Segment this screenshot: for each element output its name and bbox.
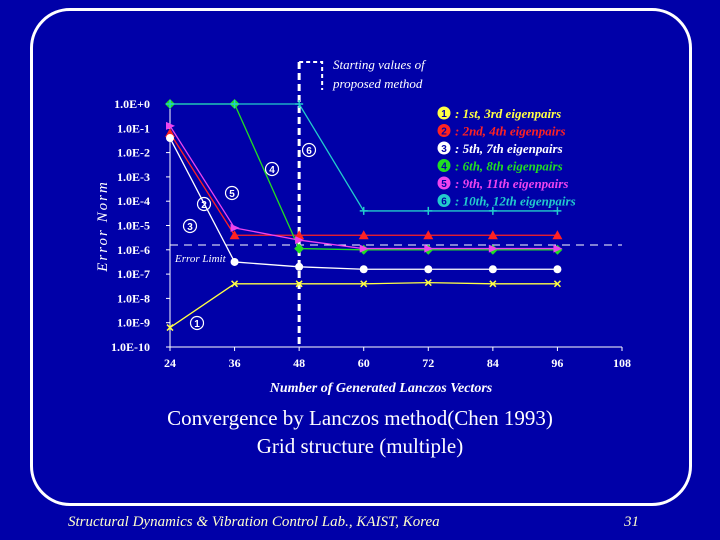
curve-label-3: 3: [187, 222, 193, 233]
curve-label-circle-1: [189, 315, 205, 331]
y-tick-label: 1.0E-10: [111, 340, 150, 354]
series-point-2: [358, 230, 369, 240]
annotation-line-1: Starting values of: [333, 57, 427, 72]
series-point-3: [488, 265, 497, 274]
legend-entry: : 5th, 7th eigenpairs: [455, 141, 563, 156]
y-tick-label: 1.0E-1: [117, 121, 150, 135]
series-point-2: [552, 230, 563, 240]
legend-marker-number: 3: [441, 144, 447, 155]
legend-marker-number: 4: [441, 162, 447, 173]
curve-label-circle-6: [301, 142, 317, 158]
series-point-3: [166, 134, 174, 143]
legend-marker-4: [437, 159, 451, 172]
series-point-1: [295, 280, 303, 288]
series-point-1: [360, 280, 368, 288]
legend-entry: : 6th, 8th eigenpairs: [455, 159, 563, 174]
curve-label-circle-2: [196, 196, 212, 212]
footer-lab-name: Structural Dynamics & Vibration Control …: [68, 514, 440, 530]
series-point-6: [553, 206, 562, 215]
curve-label-2: 2: [201, 200, 207, 211]
series-point-2: [423, 230, 434, 240]
y-axis-label: Error Norm: [95, 180, 111, 273]
series-point-2: [487, 230, 498, 240]
y-tick-label: 1.0E-8: [117, 291, 150, 305]
series-point-5: [424, 244, 434, 253]
caption-subtitle: Grid structure (multiple): [256, 434, 464, 458]
page-number: 31: [624, 514, 639, 530]
series-point-5: [488, 244, 498, 253]
series-point-5: [230, 223, 240, 232]
legend-marker-2: [437, 124, 451, 137]
legend-marker-6: [437, 194, 451, 207]
curve-label-circle-4: [264, 161, 280, 177]
y-tick-label: 1.0E-7: [117, 267, 150, 281]
series-point-1: [489, 280, 497, 288]
slide-frame: [30, 8, 692, 506]
legend-entry: : 9th, 11th eigenpairs: [455, 176, 568, 191]
y-tick-label: 1.0E+0: [114, 97, 150, 111]
curve-label-6: 6: [306, 146, 312, 157]
series-point-6: [230, 100, 239, 108]
caption-title: Convergence by Lanczos method(Chen 1993): [167, 406, 553, 430]
legend-marker-number: 6: [441, 197, 447, 208]
x-tick-label: 96: [551, 356, 563, 370]
series-point-6: [295, 100, 304, 108]
series-point-3: [295, 262, 304, 271]
series-point-3: [230, 257, 239, 266]
legend-marker-3: [437, 141, 451, 155]
y-tick-label: 1.0E-3: [117, 170, 150, 184]
error-limit-label: Error Limit: [174, 253, 227, 265]
curve-label-1: 1: [194, 319, 200, 330]
series-point-4: [294, 243, 305, 254]
y-tick-label: 1.0E-5: [117, 219, 150, 233]
legend-marker-5: [437, 176, 451, 190]
y-tick-label: 1.0E-4: [117, 194, 150, 208]
series-point-5: [553, 244, 563, 253]
starting-values-bracket: [299, 61, 324, 90]
x-tick-label: 72: [422, 356, 434, 370]
series-point-5: [295, 236, 305, 245]
legend-marker-1: [437, 106, 451, 120]
x-tick-label: 60: [358, 356, 370, 370]
series-point-1: [424, 279, 432, 287]
curve-label-circle-3: [182, 218, 198, 234]
series-point-1: [166, 324, 174, 332]
y-tick-label: 1.0E-2: [117, 146, 150, 160]
series-point-3: [424, 265, 433, 274]
legend-entry: : 2nd, 4th eigenpairs: [455, 124, 566, 139]
series-point-6: [488, 206, 497, 215]
y-tick-label: 1.0E-9: [117, 316, 150, 330]
series-point-2: [229, 230, 240, 240]
legend-marker-number: 1: [441, 109, 447, 120]
series-point-1: [231, 280, 239, 288]
x-tick-label: 84: [487, 356, 499, 370]
curve-label-5: 5: [229, 189, 235, 200]
convergence-chart: 1.0E+0 1.0E-1 1.0E-2 1.0E-3 1.0E-4 1.0E-5 1.0E…: [95, 57, 631, 396]
x-tick-label: 108: [613, 356, 631, 370]
x-tick-label: 48: [293, 356, 305, 370]
legend-entry: : 1st, 3rd eigenpairs: [455, 106, 561, 121]
x-tick-label: 36: [229, 356, 241, 370]
series-point-6: [424, 206, 433, 215]
annotation-line-2: proposed method: [332, 76, 423, 91]
y-tick-label: 1.0E-6: [117, 243, 150, 257]
series-point-3: [553, 265, 562, 274]
series-point-6: [359, 206, 368, 215]
series-point-5: [359, 244, 369, 253]
series-line-1: [169, 281, 558, 329]
curve-label-circle-5: [224, 185, 240, 201]
series-point-6: [166, 100, 174, 108]
legend-marker-number: 2: [441, 127, 447, 138]
series-point-5: [166, 121, 175, 130]
x-axis-label: Number of Generated Lanczos Vectors: [269, 381, 493, 396]
curve-label-4: 4: [269, 165, 275, 176]
series-point-3: [359, 265, 368, 274]
legend-marker-number: 5: [441, 179, 447, 190]
series-point-1: [553, 280, 561, 288]
legend-entry: : 10th, 12th eigenpairs: [455, 194, 576, 209]
x-tick-label: 24: [164, 356, 176, 370]
